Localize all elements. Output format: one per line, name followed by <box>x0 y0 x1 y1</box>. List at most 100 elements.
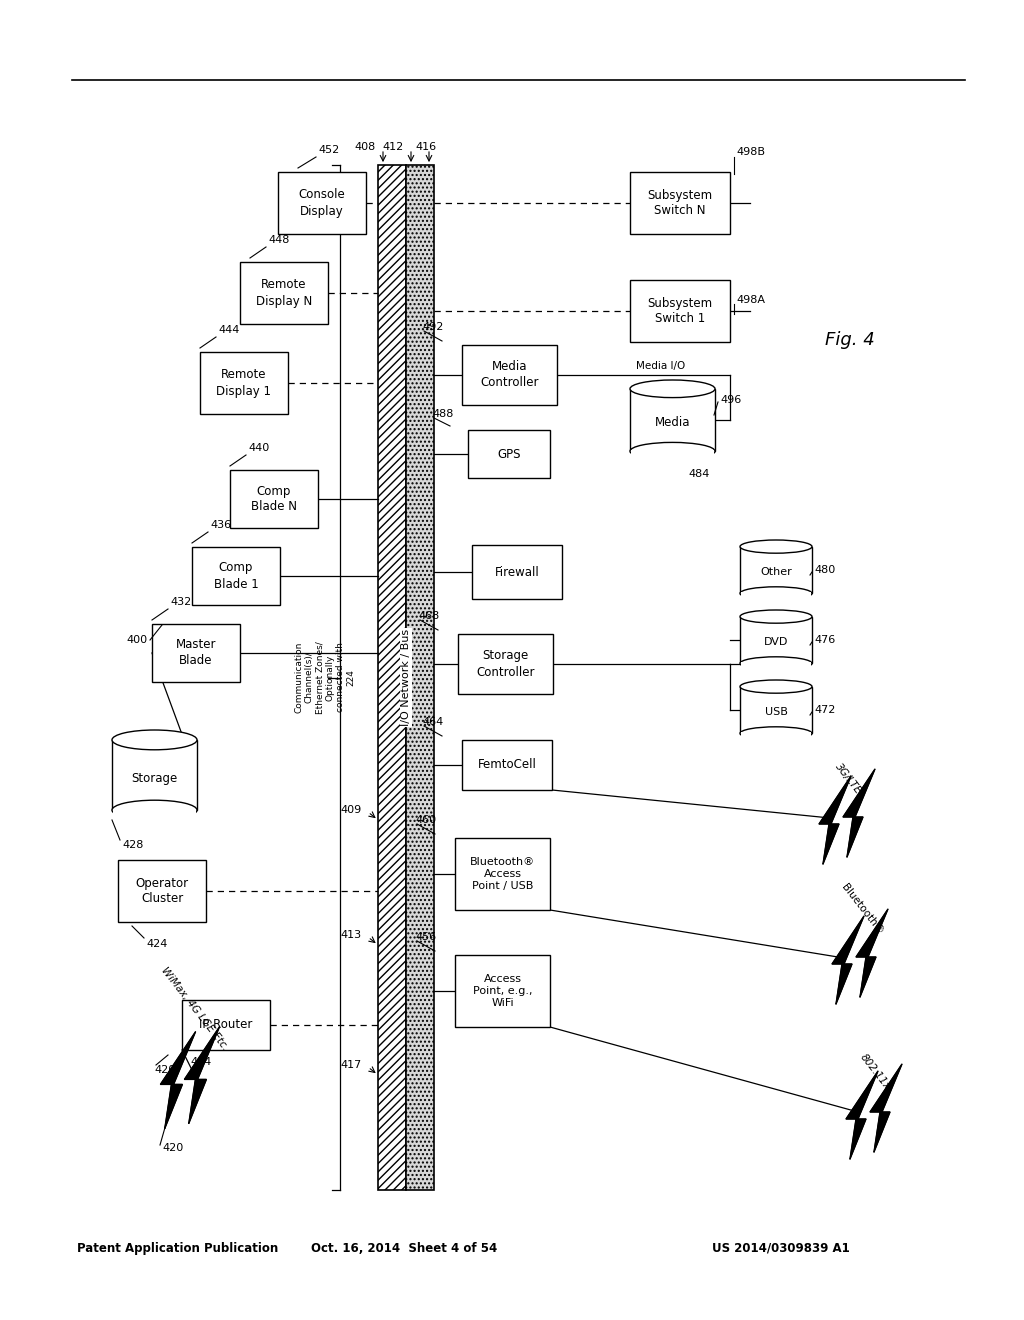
Text: 448: 448 <box>268 235 290 246</box>
Bar <box>741 593 811 601</box>
Text: 440: 440 <box>248 444 269 453</box>
Text: Media: Media <box>654 416 690 429</box>
Ellipse shape <box>740 540 812 553</box>
Ellipse shape <box>740 727 812 741</box>
Bar <box>462 345 557 405</box>
Text: Storage: Storage <box>131 772 177 785</box>
Text: DVD: DVD <box>764 638 788 647</box>
Polygon shape <box>843 770 874 857</box>
Text: 468: 468 <box>418 611 439 620</box>
Text: 416: 416 <box>416 143 436 152</box>
Text: Bluetooth®
Access
Point / USB: Bluetooth® Access Point / USB <box>470 857 536 891</box>
Bar <box>182 1001 270 1049</box>
Text: Comp
Blade 1: Comp Blade 1 <box>214 561 258 590</box>
Text: Operator
Cluster: Operator Cluster <box>135 876 188 906</box>
Bar <box>462 741 552 789</box>
Text: 3G/LTE: 3G/LTE <box>833 762 863 796</box>
Ellipse shape <box>630 380 715 397</box>
Bar <box>406 165 434 1191</box>
Text: Media
Controller: Media Controller <box>480 360 539 389</box>
Bar <box>741 663 811 671</box>
Text: WiMax, 4G LGE Etc.: WiMax, 4G LGE Etc. <box>160 965 230 1052</box>
Text: Remote
Display 1: Remote Display 1 <box>216 368 271 397</box>
Text: 484: 484 <box>688 469 710 479</box>
Text: Bluetooth®: Bluetooth® <box>840 882 885 936</box>
Polygon shape <box>819 776 851 865</box>
Text: Communication
Channel(s)/
Ethernet Zones/
Optionally
connected with
224: Communication Channel(s)/ Ethernet Zones… <box>295 642 355 714</box>
Text: 488: 488 <box>432 409 454 418</box>
Bar <box>455 838 550 909</box>
Text: 452: 452 <box>318 145 339 154</box>
Text: 428: 428 <box>122 840 143 850</box>
Bar <box>740 686 812 734</box>
Text: Master
Blade: Master Blade <box>176 639 216 668</box>
Text: Console
Display: Console Display <box>299 189 345 218</box>
Text: 464: 464 <box>422 717 443 727</box>
Text: 460: 460 <box>415 814 436 825</box>
Bar <box>740 616 812 664</box>
Ellipse shape <box>112 800 197 820</box>
Text: Access
Point, e.g.,
WiFi: Access Point, e.g., WiFi <box>473 974 532 1008</box>
Text: 456: 456 <box>415 932 436 942</box>
Text: Media I/O: Media I/O <box>636 360 685 371</box>
Text: Storage
Controller: Storage Controller <box>476 649 535 678</box>
Bar <box>630 389 715 451</box>
Bar <box>631 450 714 461</box>
Text: 498A: 498A <box>736 294 765 305</box>
Text: 496: 496 <box>720 395 741 405</box>
Text: 409: 409 <box>340 805 361 814</box>
Bar <box>630 172 730 234</box>
Bar <box>278 172 366 234</box>
Ellipse shape <box>112 730 197 750</box>
Bar <box>200 352 288 414</box>
Text: 408: 408 <box>354 143 376 152</box>
Text: Oct. 16, 2014  Sheet 4 of 54: Oct. 16, 2014 Sheet 4 of 54 <box>311 1242 498 1254</box>
Text: Remote
Display N: Remote Display N <box>256 279 312 308</box>
Bar <box>455 954 550 1027</box>
Bar <box>118 861 206 921</box>
Text: 498B: 498B <box>736 147 765 157</box>
Polygon shape <box>831 916 864 1005</box>
Text: 424: 424 <box>146 939 167 949</box>
Text: Other: Other <box>760 568 792 577</box>
Bar <box>112 741 197 810</box>
Text: Subsystem
Switch 1: Subsystem Switch 1 <box>647 297 713 326</box>
Text: I/O Network / Bus: I/O Network / Bus <box>401 628 411 726</box>
Bar <box>378 165 406 1191</box>
Text: Subsystem
Switch N: Subsystem Switch N <box>647 189 713 218</box>
Text: 802.11x: 802.11x <box>858 1052 892 1092</box>
Bar <box>458 634 553 694</box>
Polygon shape <box>856 909 888 997</box>
Bar <box>152 624 240 682</box>
Polygon shape <box>161 1032 196 1129</box>
Text: Firewall: Firewall <box>495 565 540 578</box>
Polygon shape <box>870 1064 902 1152</box>
Ellipse shape <box>630 442 715 459</box>
Text: GPS: GPS <box>498 447 521 461</box>
Text: Comp
Blade N: Comp Blade N <box>251 484 297 513</box>
Ellipse shape <box>740 610 812 623</box>
Text: 472: 472 <box>814 705 836 715</box>
Bar <box>472 545 562 599</box>
Bar <box>740 546 812 594</box>
Bar <box>113 809 196 821</box>
Text: 432: 432 <box>170 597 191 607</box>
Text: 404: 404 <box>190 1057 211 1067</box>
Text: US 2014/0309839 A1: US 2014/0309839 A1 <box>712 1242 850 1254</box>
Text: 436: 436 <box>210 520 231 531</box>
Text: 413: 413 <box>340 931 361 940</box>
Text: Patent Application Publication: Patent Application Publication <box>77 1242 279 1254</box>
Text: 420: 420 <box>154 1065 175 1074</box>
Bar <box>193 546 280 605</box>
Bar <box>240 261 328 323</box>
Text: Fig. 4: Fig. 4 <box>825 331 874 348</box>
Ellipse shape <box>740 680 812 693</box>
Bar <box>741 733 811 741</box>
Bar <box>230 470 318 528</box>
Text: 480: 480 <box>814 565 836 576</box>
Text: 492: 492 <box>422 322 443 333</box>
Bar <box>468 430 550 478</box>
Text: 476: 476 <box>814 635 836 645</box>
Text: 420: 420 <box>162 1143 183 1152</box>
Text: 400: 400 <box>127 635 148 645</box>
